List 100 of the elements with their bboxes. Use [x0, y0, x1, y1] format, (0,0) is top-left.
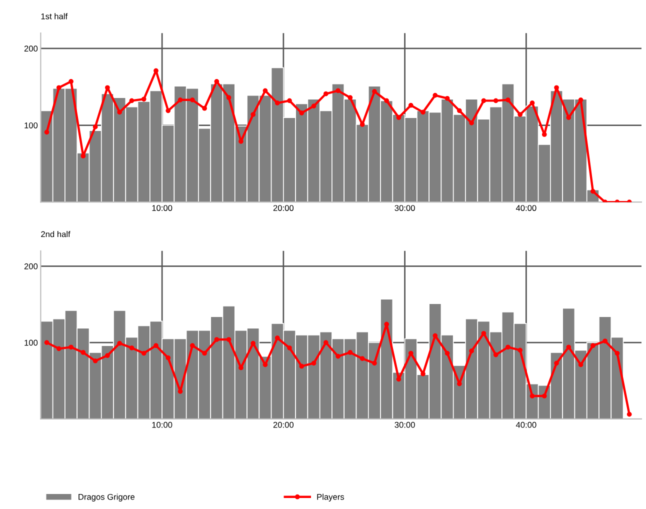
legend-label: Dragos Grigore	[78, 494, 135, 502]
point	[44, 130, 50, 135]
point	[432, 92, 438, 98]
x-tick-label: 40:00	[516, 422, 536, 428]
point	[117, 110, 122, 115]
point	[68, 344, 74, 350]
point	[202, 106, 207, 111]
point	[190, 97, 195, 102]
point	[542, 394, 547, 398]
point	[214, 79, 220, 84]
point	[469, 120, 474, 126]
point	[336, 354, 340, 359]
chart-title: 2nd half	[41, 231, 70, 238]
point	[602, 338, 608, 344]
point	[274, 100, 280, 106]
point	[262, 88, 268, 94]
point	[323, 91, 328, 96]
point	[578, 362, 584, 368]
point	[166, 108, 171, 114]
x-tick-label: 20:00	[273, 422, 294, 428]
point	[141, 96, 146, 102]
point	[202, 350, 207, 356]
point	[105, 353, 110, 358]
point	[554, 360, 559, 366]
point	[92, 124, 98, 130]
point	[360, 356, 365, 362]
point	[274, 336, 280, 340]
point	[44, 340, 50, 345]
x-tick-label: 10:00	[152, 205, 172, 211]
point	[129, 98, 134, 104]
y-tick-label: 100	[24, 340, 38, 346]
point	[154, 343, 158, 348]
point	[360, 122, 365, 127]
point	[384, 98, 390, 104]
point	[420, 110, 426, 115]
point	[372, 360, 377, 366]
point	[80, 350, 86, 355]
point	[506, 344, 510, 350]
y-tick-label: 200	[24, 263, 38, 270]
x-tick-label: 10:00	[152, 422, 172, 428]
point	[518, 112, 523, 117]
point	[56, 346, 62, 352]
point	[384, 322, 390, 327]
point	[566, 344, 572, 350]
point	[493, 352, 498, 358]
point	[590, 343, 596, 348]
point	[336, 88, 340, 94]
x-tick-label: 20:00	[273, 205, 294, 211]
point	[56, 85, 62, 90]
point	[141, 350, 146, 356]
point	[250, 112, 256, 117]
point	[214, 337, 220, 342]
point	[542, 132, 547, 137]
point	[408, 102, 414, 108]
point	[117, 340, 122, 346]
point	[614, 350, 620, 356]
point	[287, 98, 292, 104]
point	[348, 95, 353, 100]
point	[226, 95, 232, 100]
point	[166, 355, 171, 360]
point	[323, 340, 328, 345]
point	[481, 98, 486, 104]
point	[396, 376, 402, 382]
point	[68, 79, 74, 84]
point	[299, 364, 304, 369]
point	[92, 358, 98, 364]
point	[154, 68, 158, 74]
point	[129, 345, 134, 350]
x-tick-label: 40:00	[516, 205, 536, 211]
point	[262, 362, 268, 368]
point	[178, 97, 183, 102]
point	[299, 110, 304, 116]
point	[626, 412, 632, 417]
legend-label: Players	[317, 494, 344, 502]
point	[190, 343, 195, 348]
point	[506, 97, 510, 102]
y-tick-label: 200	[24, 46, 38, 52]
point	[481, 330, 486, 336]
point	[469, 348, 474, 354]
point	[372, 89, 377, 94]
point	[578, 97, 584, 102]
chart-title: 1st half	[41, 13, 68, 20]
point	[311, 360, 316, 366]
point	[456, 108, 462, 114]
point	[493, 98, 498, 104]
x-tick-label: 30:00	[394, 205, 415, 211]
point	[311, 104, 316, 108]
point	[226, 337, 232, 342]
y-tick-label: 100	[24, 122, 38, 128]
point	[444, 96, 450, 101]
point	[396, 115, 402, 120]
x-tick-label: 30:00	[394, 422, 415, 428]
point	[590, 188, 596, 194]
point	[530, 394, 535, 398]
point	[566, 115, 572, 120]
point	[250, 340, 256, 346]
point	[80, 154, 86, 158]
point	[287, 345, 292, 350]
point	[518, 348, 523, 353]
point	[348, 350, 353, 355]
